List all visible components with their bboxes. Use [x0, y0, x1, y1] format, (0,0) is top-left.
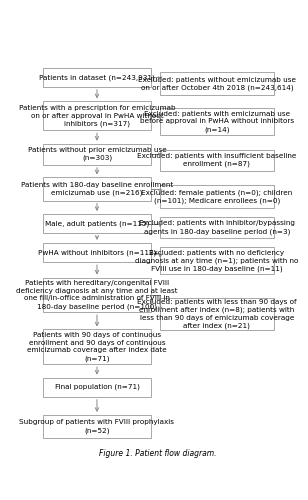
Bar — [160, 72, 274, 96]
Text: PwHA without inhibitors (n=112): PwHA without inhibitors (n=112) — [38, 249, 156, 256]
Text: Excluded: patients with less than 90 days of
enrollment after index (n=8); patie: Excluded: patients with less than 90 day… — [137, 299, 297, 329]
Text: Excluded: female patients (n=0); children
(n=101); Medicare enrollees (n=0): Excluded: female patients (n=0); childre… — [141, 190, 293, 204]
Bar — [43, 378, 151, 397]
Text: Patients with 90 days of continuous
enrollment and 90 days of continuous
emicizu: Patients with 90 days of continuous enro… — [27, 332, 167, 362]
Text: Excluded: patients with no deficiency
diagnosis at any time (n=1); patients with: Excluded: patients with no deficiency di… — [135, 250, 299, 272]
Text: Excluded: patients without emicizumab use
on or after October 4th 2018 (n=243,61: Excluded: patients without emicizumab us… — [138, 76, 296, 91]
Text: Patients with a prescription for emicizumab
on or after approval in PwHA without: Patients with a prescription for emicizu… — [19, 105, 175, 127]
Text: Final population (n=71): Final population (n=71) — [55, 384, 140, 390]
Text: Patients in dataset (n=243,931): Patients in dataset (n=243,931) — [39, 74, 155, 80]
Bar — [43, 243, 151, 262]
Text: Excluded: patients with inhibitor/bypassing
agents in 180-day baseline period (n: Excluded: patients with inhibitor/bypass… — [139, 220, 295, 234]
Text: Patients with hereditary/congenital FVIII
deficiency diagnosis at any time and a: Patients with hereditary/congenital FVII… — [16, 280, 178, 310]
Text: Subgroup of patients with FVIII prophylaxis
(n=52): Subgroup of patients with FVIII prophyla… — [19, 420, 174, 434]
Bar — [43, 144, 151, 165]
Text: Figure 1. Patient flow diagram.: Figure 1. Patient flow diagram. — [99, 449, 217, 458]
Bar — [43, 278, 151, 312]
Bar — [43, 68, 151, 87]
Text: Patients without prior emicizumab use
(n=303): Patients without prior emicizumab use (n… — [28, 147, 166, 162]
Bar — [43, 102, 151, 130]
Bar — [160, 298, 274, 330]
Text: Excluded: patients with insufficient baseline
enrollment (n=87): Excluded: patients with insufficient bas… — [137, 153, 297, 167]
Bar — [160, 150, 274, 171]
Bar — [160, 248, 274, 274]
Text: Excluded: patients with emicizumab use
before approval in PwHA without inhibitor: Excluded: patients with emicizumab use b… — [140, 110, 294, 132]
Bar — [43, 178, 151, 201]
Text: Male, adult patients (n=115): Male, adult patients (n=115) — [45, 220, 149, 227]
Bar — [43, 214, 151, 234]
Bar — [43, 330, 151, 364]
Bar — [160, 108, 274, 135]
Text: Patients with 180-day baseline enrollment
emicizumab use (n=216): Patients with 180-day baseline enrollmen… — [21, 182, 173, 196]
Bar — [160, 185, 274, 208]
Bar — [160, 217, 274, 238]
Bar — [43, 415, 151, 438]
